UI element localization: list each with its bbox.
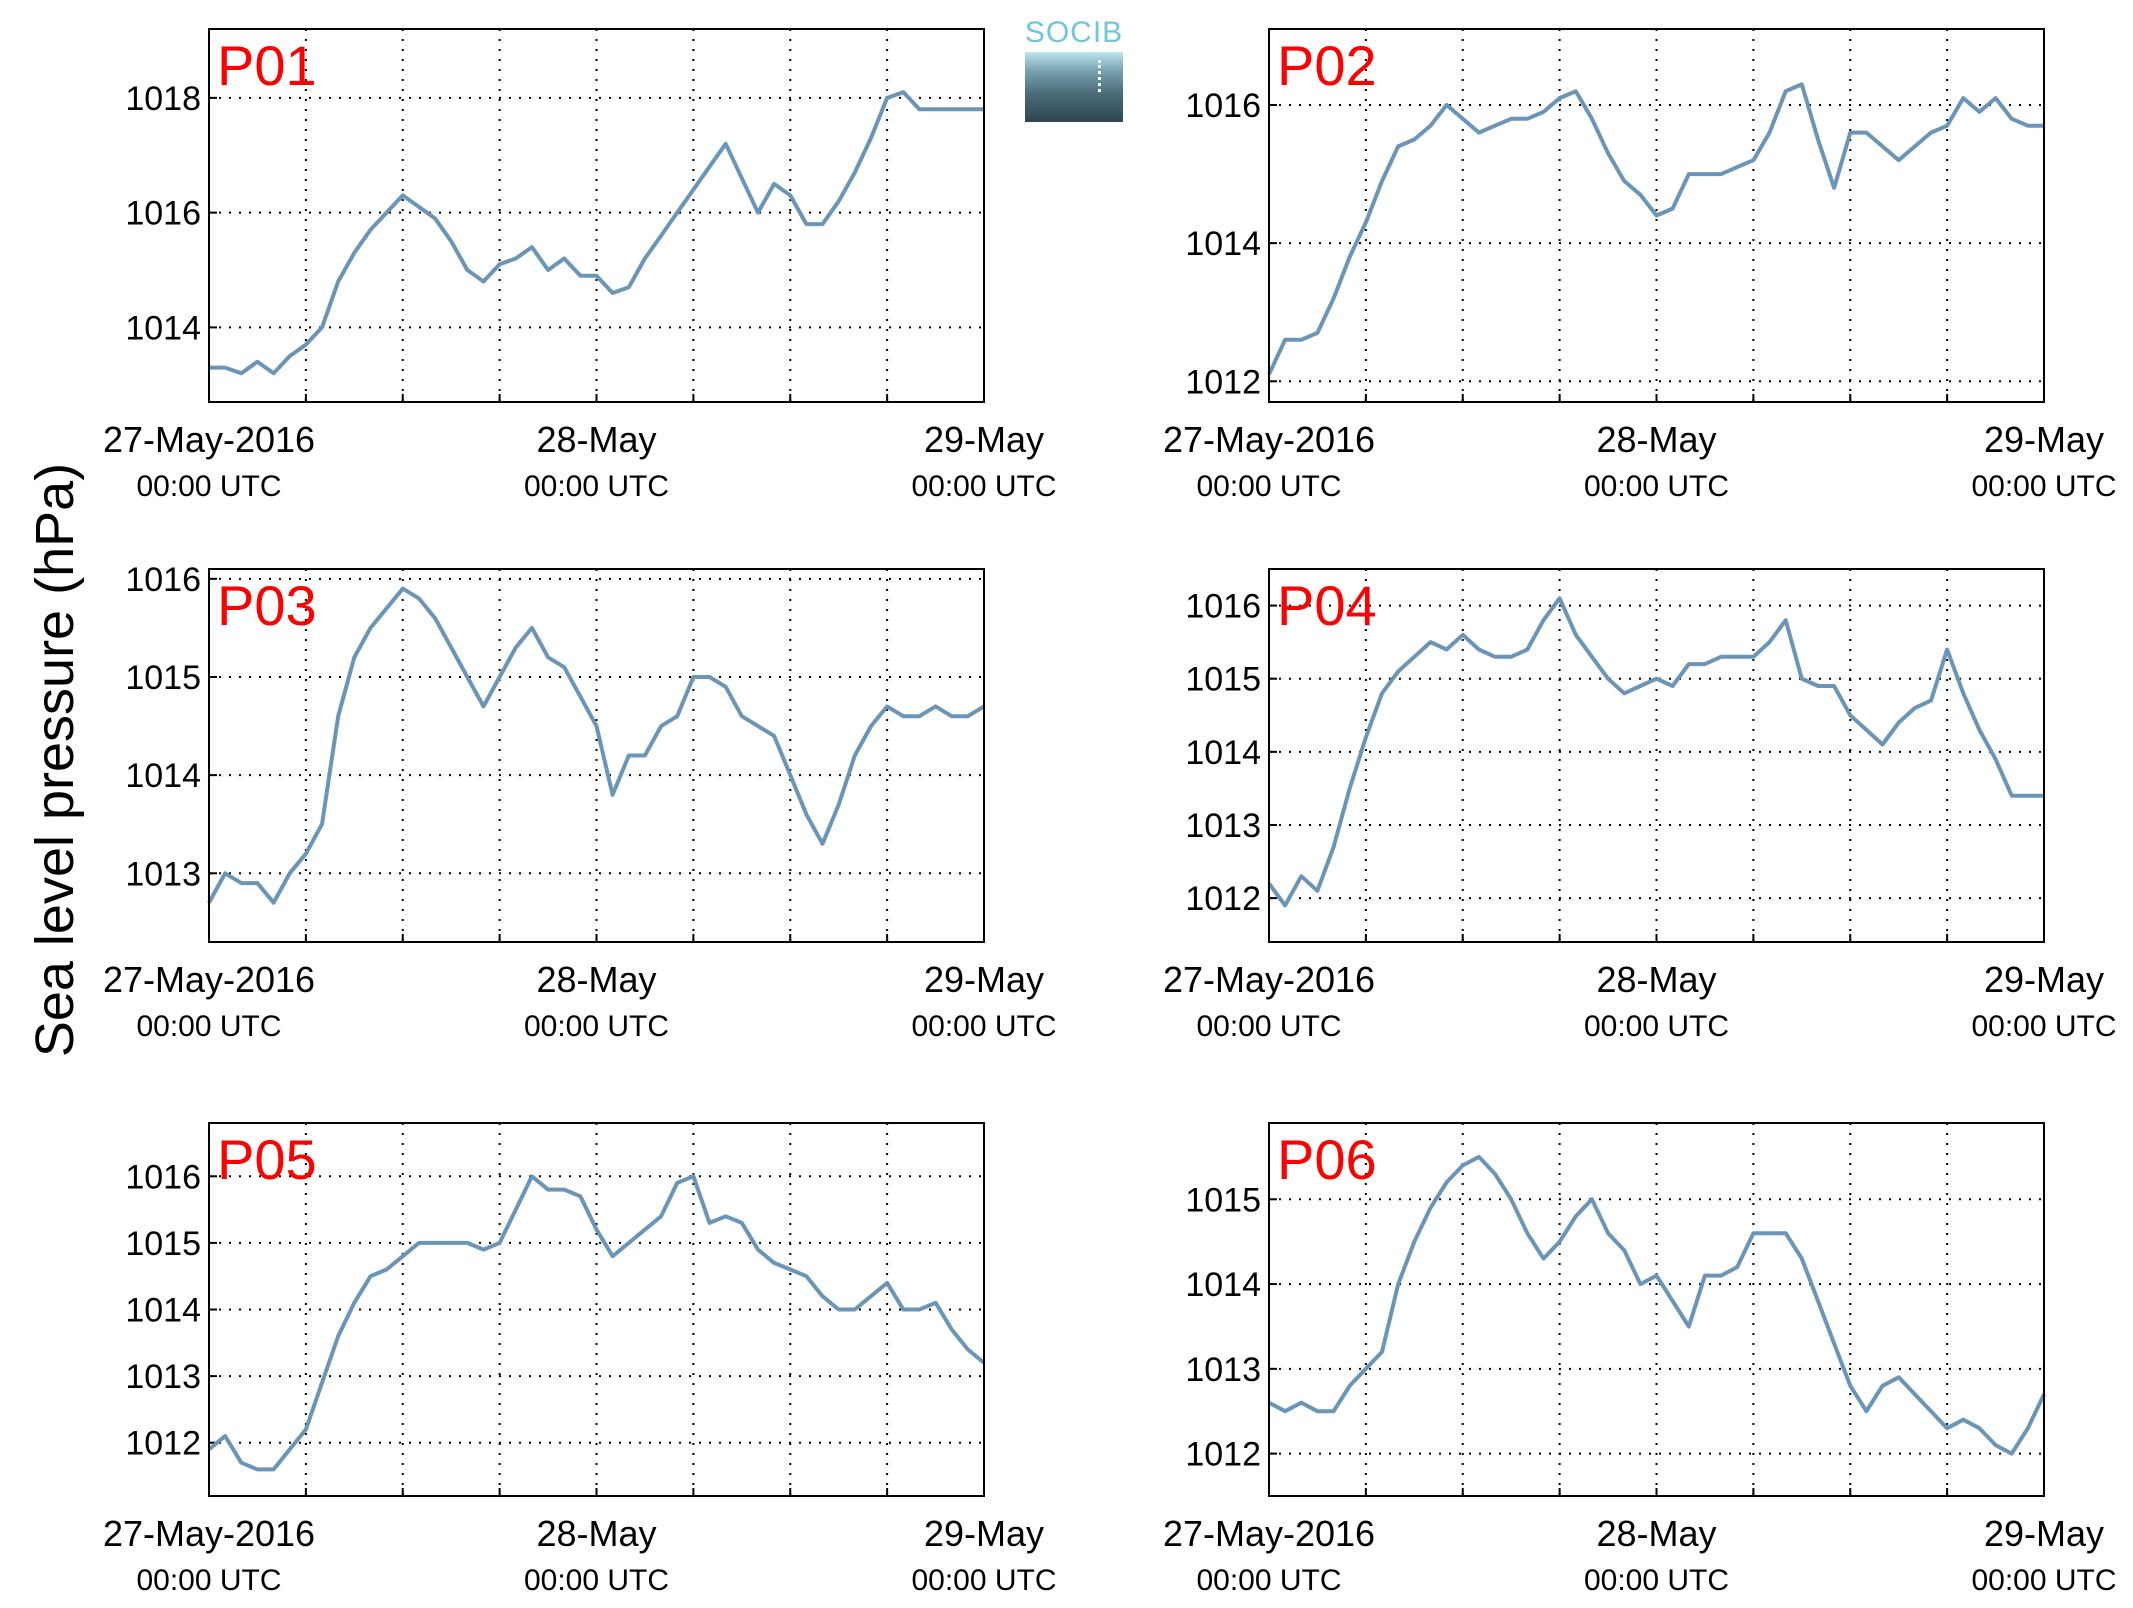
x-tick-sublabel: 00:00 UTC — [1584, 470, 1729, 503]
series-line — [207, 1174, 986, 1472]
y-tick-label: 1013 — [125, 855, 201, 893]
x-tick-sublabel: 00:00 UTC — [524, 1010, 669, 1043]
panel-p01: 1014 1016 1018 27-May-2016 00:00 UTC 28-May 00… — [103, 28, 1057, 503]
x-tick-label: 27-May-2016 — [103, 1513, 315, 1554]
x-tick-label: 29-May — [1984, 959, 2104, 1000]
series-line — [1268, 1154, 2046, 1456]
x-tick-label: 28-May — [536, 1513, 656, 1554]
y-tick-label: 1015 — [1185, 1181, 1261, 1219]
panel-label: P04 — [1277, 574, 1377, 637]
x-tick-label: 29-May — [924, 959, 1044, 1000]
y-tick-label: 1016 — [1185, 87, 1261, 125]
series-line — [209, 90, 984, 376]
logo-mark — [1098, 60, 1101, 92]
x-tick-label: 28-May — [1596, 419, 1716, 460]
x-tick-sublabel: 00:00 UTC — [524, 470, 669, 503]
panel-label: P02 — [1277, 34, 1377, 97]
y-tick-label: 1016 — [1185, 588, 1261, 626]
x-tick-label: 28-May — [536, 419, 656, 460]
y-tick-label: 1015 — [125, 659, 201, 697]
x-tick-sublabel: 00:00 UTC — [911, 1010, 1056, 1043]
panel-label: P01 — [217, 34, 317, 97]
y-tick-label: 1014 — [1185, 734, 1261, 772]
y-tick-label: 1014 — [125, 309, 201, 347]
y-tick-label: 1018 — [125, 80, 201, 118]
y-tick-label: 1012 — [1185, 880, 1261, 918]
y-tick-label: 1012 — [125, 1425, 201, 1463]
plot-frame — [1268, 568, 2045, 943]
panel-p05: 1012 1013 1014 1015 1016 27-May-2016 00:00 UTC… — [103, 1122, 1057, 1597]
logo-text: SOCIB — [1024, 16, 1124, 49]
x-tick-sublabel: 00:00 UTC — [1196, 1564, 1341, 1597]
x-tick-sublabel: 00:00 UTC — [1971, 1564, 2116, 1597]
y-tick-label: 1014 — [1185, 225, 1261, 263]
x-tick-label: 28-May — [1596, 1513, 1716, 1554]
x-tick-sublabel: 00:00 UTC — [1584, 1564, 1729, 1597]
x-tick-label: 29-May — [924, 419, 1044, 460]
x-tick-sublabel: 00:00 UTC — [524, 1564, 669, 1597]
panel-p03: 1013 1014 1015 1016 27-May-2016 00:00 UTC 28-M… — [103, 561, 1057, 1043]
x-tick-label: 27-May-2016 — [103, 959, 315, 1000]
x-tick-sublabel: 00:00 UTC — [1196, 470, 1341, 503]
x-tick-sublabel: 00:00 UTC — [136, 470, 281, 503]
series-line — [1267, 596, 2044, 908]
x-tick-sublabel: 00:00 UTC — [911, 470, 1056, 503]
plot-frame — [208, 568, 985, 943]
y-tick-label: 1016 — [125, 561, 201, 599]
y-tick-label: 1014 — [125, 1292, 201, 1330]
series-line — [1267, 82, 2044, 376]
x-tick-sublabel: 00:00 UTC — [1584, 1010, 1729, 1043]
x-tick-sublabel: 00:00 UTC — [136, 1564, 281, 1597]
x-tick-label: 27-May-2016 — [103, 419, 315, 460]
y-tick-label: 1016 — [125, 195, 201, 233]
y-tick-label: 1015 — [1185, 661, 1261, 699]
y-tick-label: 1012 — [1185, 363, 1261, 401]
y-tick-label: 1015 — [125, 1225, 201, 1263]
y-tick-label: 1014 — [125, 757, 201, 795]
panel-label: P03 — [217, 574, 317, 637]
y-tick-label: 1013 — [125, 1358, 201, 1396]
x-tick-sublabel: 00:00 UTC — [1196, 1010, 1341, 1043]
y-tick-label: 1013 — [1185, 1351, 1261, 1389]
x-tick-label: 29-May — [1984, 419, 2104, 460]
x-tick-label: 29-May — [924, 1513, 1044, 1554]
x-tick-label: 27-May-2016 — [1163, 419, 1375, 460]
x-tick-sublabel: 00:00 UTC — [1971, 470, 2116, 503]
x-tick-sublabel: 00:00 UTC — [911, 1564, 1056, 1597]
x-tick-sublabel: 00:00 UTC — [136, 1010, 281, 1043]
series-line — [207, 586, 986, 905]
panel-p04: 1012 1013 1014 1015 1016 27-May-2016 00:00 UTC… — [1163, 568, 2117, 1043]
x-tick-sublabel: 00:00 UTC — [1971, 1010, 2116, 1043]
plot-frame — [1268, 28, 2045, 403]
y-tick-label: 1013 — [1185, 807, 1261, 845]
socib-logo: SOCIB — [1024, 16, 1124, 122]
panel-label: P06 — [1277, 1128, 1377, 1191]
panel-p06: 1012 1013 1014 1015 27-May-2016 00:00 UTC 28-M… — [1163, 1122, 2117, 1597]
y-tick-label: 1012 — [1185, 1436, 1261, 1474]
plot-frame — [208, 28, 985, 403]
x-tick-label: 27-May-2016 — [1163, 1513, 1375, 1554]
panel-p02: 1012 1014 1016 27-May-2016 00:00 UTC 28-May 00… — [1163, 28, 2117, 503]
plot-frame — [1268, 1122, 2045, 1497]
x-tick-label: 28-May — [536, 959, 656, 1000]
x-tick-label: 27-May-2016 — [1163, 959, 1375, 1000]
y-tick-label: 1016 — [125, 1158, 201, 1196]
panel-label: P05 — [217, 1128, 317, 1191]
y-tick-label: 1014 — [1185, 1266, 1261, 1304]
plot-frame — [208, 1122, 985, 1497]
x-tick-label: 29-May — [1984, 1513, 2104, 1554]
logo-graphic — [1025, 52, 1123, 122]
x-tick-label: 28-May — [1596, 959, 1716, 1000]
